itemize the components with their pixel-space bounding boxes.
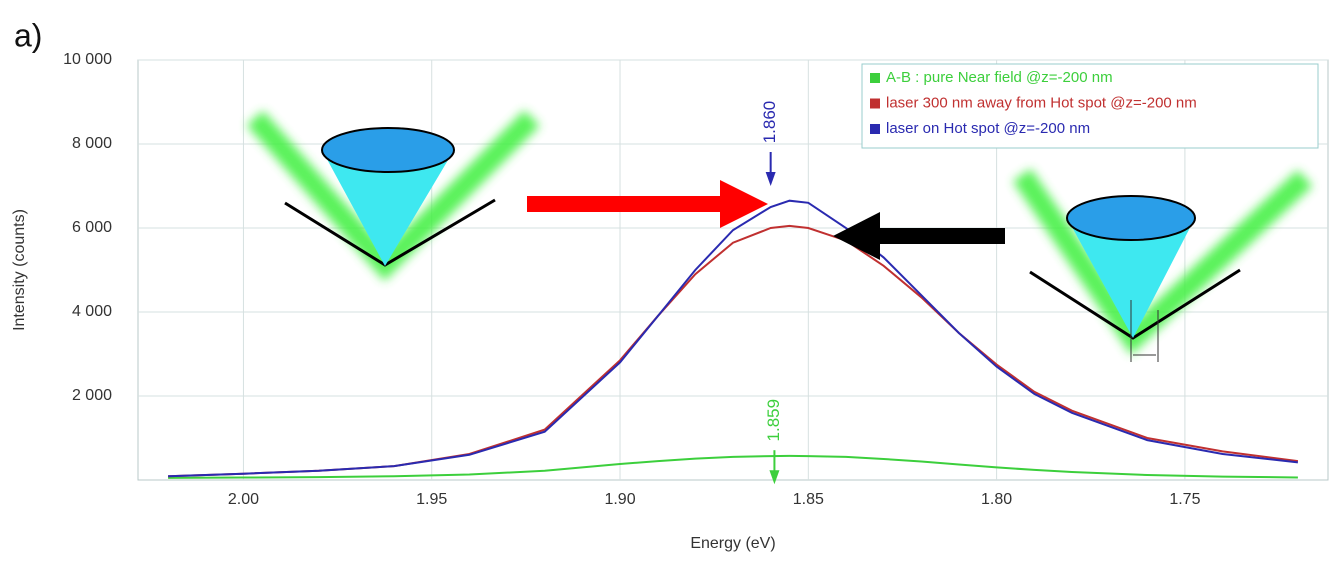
x-axis-title: Energy (eV) xyxy=(690,535,775,552)
annotations: 1.860 1.859 xyxy=(760,101,783,485)
legend-label: A-B : pure Near field @z=-200 nm xyxy=(886,69,1113,86)
peak-arrowhead xyxy=(765,172,776,186)
x-tick-label: 2.00 xyxy=(228,491,259,508)
legend-label: laser on Hot spot @z=-200 nm xyxy=(886,120,1090,137)
legend-swatch xyxy=(870,73,880,83)
black-arrow xyxy=(833,212,1005,260)
peak-label: 1.860 xyxy=(760,101,779,144)
x-tick-label: 1.80 xyxy=(981,491,1012,508)
series-lines xyxy=(168,199,1299,479)
series-line xyxy=(168,199,1299,478)
peak-arrowhead xyxy=(769,470,780,485)
red-arrow xyxy=(527,180,768,228)
y-axis-title: Intensity (counts) xyxy=(11,209,28,331)
y-tick-label: 10 000 xyxy=(63,51,112,68)
x-tick-label: 1.90 xyxy=(604,491,635,508)
panel-label: a) xyxy=(14,17,42,53)
y-tick-label: 8 000 xyxy=(72,135,112,152)
x-tick-label: 1.95 xyxy=(416,491,447,508)
legend-box xyxy=(861,63,1319,149)
series-line xyxy=(168,454,1298,479)
x-tick-label: 1.75 xyxy=(1169,491,1200,508)
y-tick-label: 4 000 xyxy=(72,303,112,320)
y-tick-label: 6 000 xyxy=(72,219,112,236)
legend-swatch xyxy=(870,98,880,109)
cone-illustration-right xyxy=(1012,168,1313,362)
legend: A-B : pure Near field @z=-200 nm laser 30… xyxy=(861,63,1319,149)
legend-label: laser 300 nm away from Hot spot @z=-200 … xyxy=(886,94,1197,111)
cone-illustration-left xyxy=(246,110,540,282)
x-tick-label: 1.85 xyxy=(793,491,824,508)
y-tick-label: 2 000 xyxy=(72,387,112,404)
legend-swatch xyxy=(870,124,880,134)
peak-label: 1.859 xyxy=(764,399,783,442)
